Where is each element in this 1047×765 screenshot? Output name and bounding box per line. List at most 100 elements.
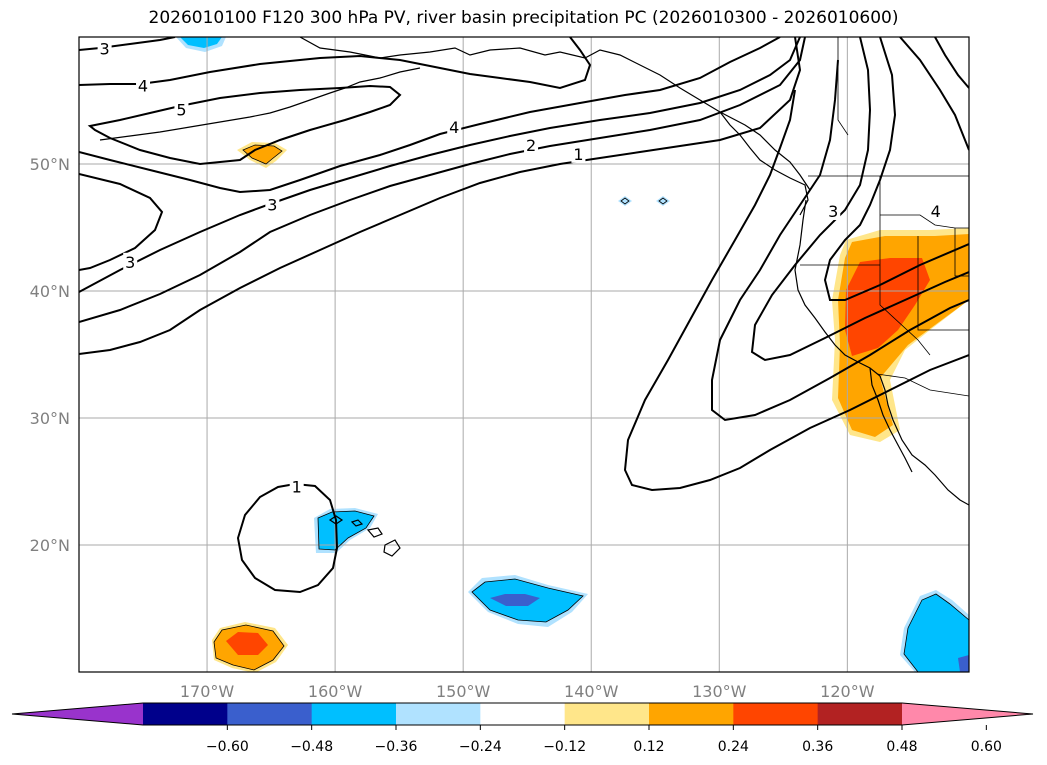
coast-hawaii <box>328 515 401 557</box>
pv-contours <box>79 37 969 594</box>
precip-negative-south-strong <box>490 594 540 606</box>
colorbar-box <box>143 703 228 725</box>
pv-contour-3-top <box>79 37 176 51</box>
contour-label: 1 <box>573 145 583 164</box>
colorbar-tick-label: −0.24 <box>459 739 502 755</box>
outline-negative-south <box>471 578 584 623</box>
colorbar-tick-label: −0.48 <box>290 739 333 755</box>
lat-tick-label: 40°N <box>30 282 70 301</box>
contour-label: 3 <box>125 253 135 272</box>
precip-shading <box>176 37 969 672</box>
contour-label: 8 <box>945 3 955 22</box>
contour-label: 5 <box>176 100 186 119</box>
contour-labels: 3 4 5 4 2 1 3 3 1 3 4 6 8 <box>97 3 1008 497</box>
map-area: 3 4 5 4 2 1 3 3 1 3 4 6 8 <box>79 3 1008 672</box>
colorbar-tick-label: 0.60 <box>971 739 1002 755</box>
lon-tick-label: 130°W <box>692 682 747 701</box>
colorbar-box <box>227 703 313 725</box>
outline-negative-se <box>903 593 969 672</box>
precip-negative-se-core <box>904 594 969 672</box>
lat-tick-label: 50°N <box>30 155 70 174</box>
colorbar-box <box>396 703 481 725</box>
colorbar: −0.60 −0.48 −0.36 −0.24 −0.12 0.12 0.24 0.36 0.4… <box>11 702 1034 755</box>
coastlines <box>99 37 969 557</box>
contour-label-bg <box>943 3 957 21</box>
contour-label-bg <box>265 195 280 214</box>
map-title: 2026010100 F120 300 hPa PV, river basin … <box>148 8 899 28</box>
contour-label-bg <box>826 201 841 220</box>
contour-label-bg <box>97 39 112 58</box>
colorbar-extend-high <box>902 703 1033 725</box>
contour-label: 4 <box>138 76 148 95</box>
colorbar-box <box>817 703 903 725</box>
map-frame <box>78 36 970 673</box>
border-id <box>880 214 969 229</box>
contour-label: 4 <box>931 202 941 221</box>
contour-label-bg <box>447 118 462 137</box>
precip-positive-south-core <box>226 632 268 655</box>
contour-label-bg <box>928 201 943 220</box>
precip-negative-top-core <box>180 37 222 48</box>
colorbar-box <box>564 703 650 725</box>
pv-contour-2-jet <box>79 37 806 323</box>
outline-negative-hawaii <box>317 510 375 551</box>
colorbar-tick-label: 0.12 <box>633 739 664 755</box>
pv-contour-8 <box>934 37 969 89</box>
colorbar-box <box>311 703 397 725</box>
contour-label: 3 <box>100 39 110 58</box>
border-us-mexico <box>876 373 969 397</box>
colorbar-tick-label: 0.24 <box>718 739 749 755</box>
contour-label-bg <box>174 100 189 119</box>
colorbar-outline <box>11 702 1034 726</box>
pv-contour-6 <box>899 37 969 151</box>
colorbar-tick-label: −0.60 <box>206 739 249 755</box>
pv-contour-4-trough <box>823 37 969 301</box>
lon-tick-label: 150°W <box>436 682 491 701</box>
contour-label: 3 <box>828 202 838 221</box>
pv-contour-4-jet <box>79 37 781 194</box>
colorbar-box <box>649 703 734 725</box>
pv-contour-3-trough <box>750 37 969 362</box>
precip-positive-small-core <box>243 145 282 164</box>
outline-positive-small <box>242 144 283 165</box>
lat-tick-label: 20°N <box>30 536 70 555</box>
contour-label-bg <box>123 252 138 271</box>
precip-tiny-1 <box>618 196 632 206</box>
lat-tick-label: 30°N <box>30 409 70 428</box>
contour-label-bg <box>571 144 586 163</box>
colorbar-box <box>480 703 566 725</box>
outline-tiny-1 <box>620 197 630 205</box>
coast-aleutians <box>99 67 421 141</box>
lon-tick-label: 160°W <box>308 682 363 701</box>
lon-tick-label: 170°W <box>180 682 235 701</box>
pv-contour-3-jet <box>79 173 164 271</box>
pv-contour-1-jet <box>79 37 802 355</box>
coast-baja <box>869 367 913 473</box>
colorbar-extend-low <box>12 703 143 725</box>
outline-tiny-2 <box>658 197 668 205</box>
pv-contour-1-hawaii <box>236 482 339 594</box>
border-alaska-canada <box>837 37 849 136</box>
axis-labels: 170°W 160°W 150°W 140°W 130°W 120°W 50°N 40°N 30… <box>30 155 875 701</box>
contour-label-bg <box>994 29 1008 47</box>
pv-contour-5 <box>87 84 402 166</box>
contour-label-bg <box>289 477 304 496</box>
contour-label: 1 <box>292 478 302 497</box>
outline-positive-south <box>213 624 285 671</box>
lon-tick-label: 120°W <box>820 682 875 701</box>
contour-label: 3 <box>267 196 277 215</box>
coast-bc-west <box>719 111 809 216</box>
pv-contour-1-trough <box>623 89 969 492</box>
pv-contour-2-trough <box>711 59 969 422</box>
border-nv-ut <box>917 236 969 331</box>
pv-contour-4-north <box>79 37 592 90</box>
precip-tiny-2 <box>656 196 670 206</box>
coast-alaska <box>299 37 811 191</box>
contour-label: 6 <box>996 29 1006 48</box>
precip-outlines <box>213 144 969 672</box>
colorbar-box <box>733 703 819 725</box>
colorbar-tick-label: −0.36 <box>375 739 418 755</box>
colorbar-tick-label: −0.12 <box>543 739 586 755</box>
gridlines <box>79 37 969 672</box>
